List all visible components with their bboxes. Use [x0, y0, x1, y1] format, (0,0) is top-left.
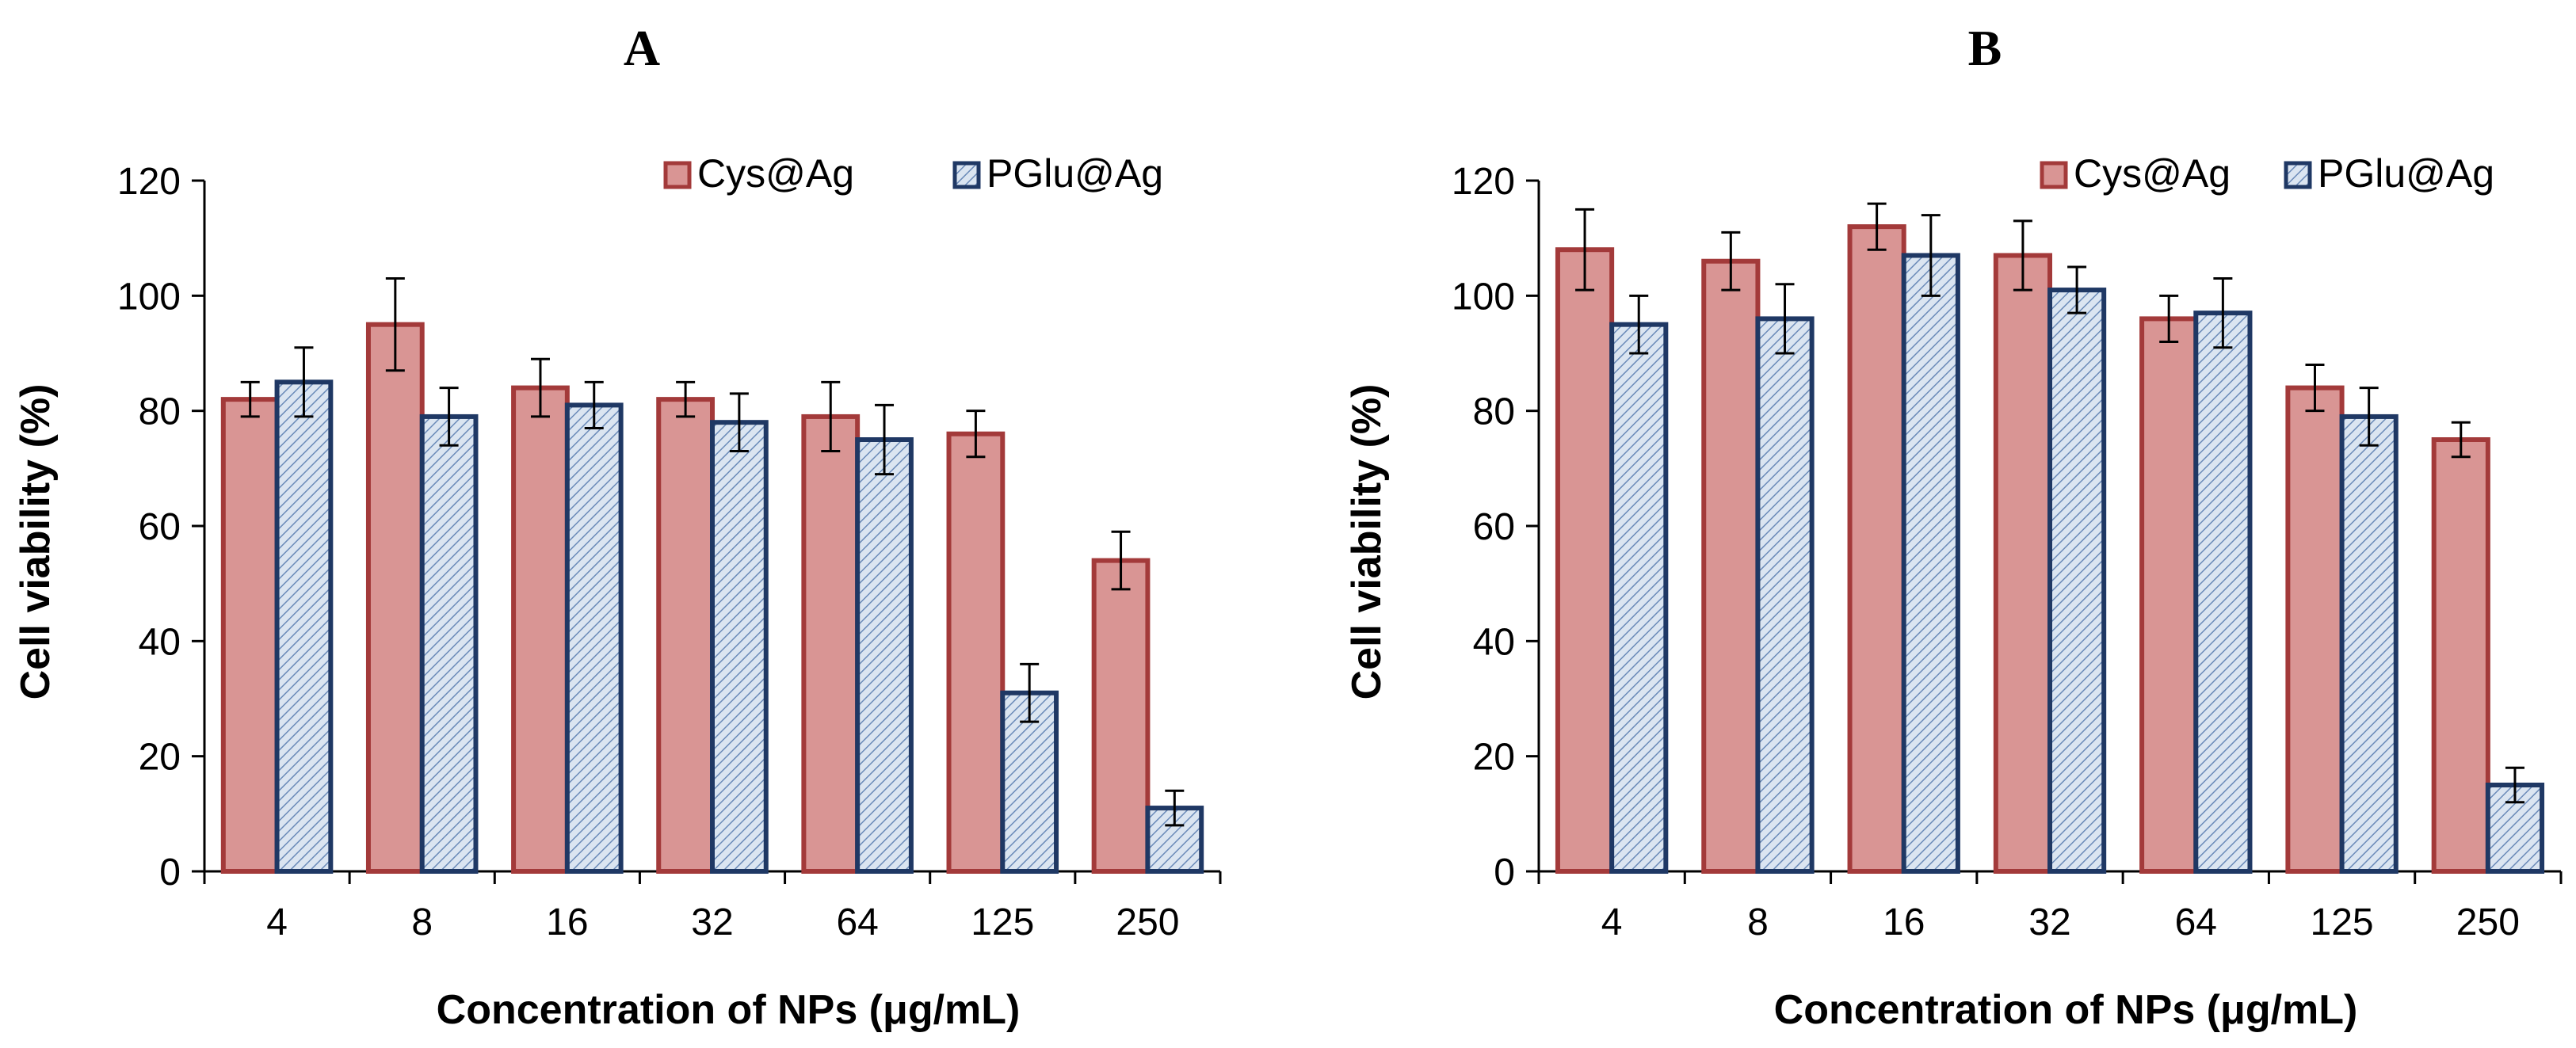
- x-tick-label: 250: [2456, 901, 2520, 943]
- x-tick-label: 32: [2028, 901, 2070, 943]
- x-tick-label: 16: [546, 901, 588, 943]
- bar-pglu-ag-32: [2047, 288, 2107, 875]
- y-axis-title: Cell viability (%): [1344, 384, 1390, 700]
- y-tick-label: 20: [1473, 737, 1515, 779]
- panel-a-chart: A 0 20 40 60 80 100 120 4 8 16 32 64 125 250 Concentrat…: [13, 20, 1222, 1033]
- x-tick-label: 64: [2175, 901, 2217, 943]
- legend-swatch: [663, 161, 692, 189]
- y-tick-label: 40: [139, 621, 181, 663]
- bar-pglu-ag-64: [2193, 311, 2253, 874]
- bar-cys-ag-8: [1701, 258, 1761, 874]
- legend-label: Cys@Ag: [2074, 151, 2231, 196]
- bar-cys-ag-64: [801, 413, 861, 874]
- bar-pglu-ag-8: [419, 413, 479, 874]
- x-tick-label: 32: [691, 901, 733, 943]
- panel-label: B: [1968, 20, 2002, 76]
- x-tick-label: 4: [1601, 901, 1623, 943]
- legend-swatch: [2284, 161, 2312, 189]
- x-tick-label: 4: [266, 901, 288, 943]
- x-tick-label: 125: [2311, 901, 2374, 943]
- bar-pglu-ag-4: [274, 379, 334, 875]
- y-tick-label: 80: [1473, 391, 1515, 433]
- bar-cys-ag-32: [656, 397, 715, 874]
- bar-pglu-ag-16: [564, 402, 624, 874]
- y-tick-label: 0: [1494, 852, 1515, 894]
- bar-cys-ag-125: [2285, 385, 2345, 875]
- bar-cys-ag-4: [220, 397, 280, 874]
- x-tick-label: 125: [971, 901, 1034, 943]
- y-tick-label: 100: [117, 276, 181, 318]
- y-tick-label: 20: [139, 737, 181, 779]
- bar-pglu-ag-8: [1755, 316, 1815, 874]
- panel-b-chart: B 0 20 40 60 80 100 120 4 8 16 32 64 125 250 Concentrat…: [1344, 20, 2563, 1033]
- bar-cys-ag-250: [2431, 437, 2490, 874]
- y-tick-label: 0: [159, 852, 181, 894]
- bar-pglu-ag-64: [855, 437, 914, 874]
- bar-cys-ag-250: [1091, 558, 1151, 874]
- y-tick-label: 120: [1452, 161, 1515, 203]
- y-tick-label: 60: [1473, 506, 1515, 548]
- bar-cys-ag-64: [2139, 316, 2199, 874]
- y-axis-title: Cell viability (%): [13, 384, 59, 700]
- x-tick-label: 64: [836, 901, 878, 943]
- bar-pglu-ag-4: [1609, 322, 1669, 874]
- bar-cys-ag-16: [511, 385, 570, 875]
- legend-label: Cys@Ag: [697, 151, 854, 196]
- x-tick-label: 8: [1747, 901, 1769, 943]
- legend-label: PGlu@Ag: [2318, 151, 2494, 196]
- panel-label: A: [624, 20, 660, 76]
- bar-cys-ag-32: [1993, 253, 2052, 874]
- bar-pglu-ag-16: [1901, 253, 1960, 874]
- bar-cys-ag-8: [365, 322, 425, 874]
- legend-swatch: [2040, 161, 2068, 189]
- y-tick-label: 120: [117, 161, 181, 203]
- bar-cys-ag-16: [1847, 224, 1906, 874]
- y-tick-label: 60: [139, 506, 181, 548]
- y-tick-label: 100: [1452, 276, 1515, 318]
- legend-label: PGlu@Ag: [987, 151, 1163, 196]
- x-axis-title: Concentration of NPs (μg/mL): [1774, 987, 2358, 1033]
- y-tick-label: 80: [139, 391, 181, 433]
- legend-swatch: [952, 161, 981, 189]
- y-tick-label: 40: [1473, 621, 1515, 663]
- x-axis-title: Concentration of NPs (μg/mL): [437, 987, 1021, 1033]
- x-tick-label: 8: [411, 901, 433, 943]
- bar-cys-ag-4: [1555, 247, 1615, 874]
- x-tick-label: 16: [1883, 901, 1925, 943]
- x-tick-label: 250: [1116, 901, 1179, 943]
- bar-pglu-ag-32: [710, 420, 769, 874]
- bar-pglu-ag-125: [2339, 413, 2399, 874]
- bar-cys-ag-125: [946, 431, 1006, 874]
